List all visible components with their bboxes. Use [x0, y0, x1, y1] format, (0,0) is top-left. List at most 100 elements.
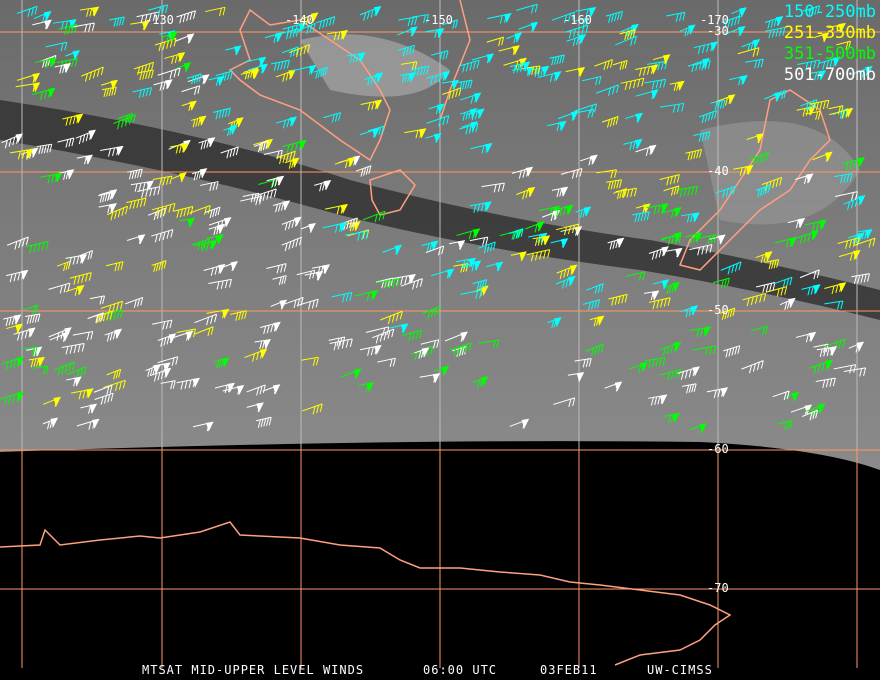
wind-barb [99, 189, 118, 200]
wind-barb [148, 4, 169, 15]
wind-barb [777, 419, 793, 430]
wind-barb [666, 11, 686, 22]
wind-barb [607, 237, 625, 250]
wind-barb [80, 403, 98, 414]
wind-barb [276, 116, 298, 129]
wind-barb [272, 275, 287, 286]
wind-barb [680, 305, 699, 318]
wind-barb [118, 113, 134, 124]
wind-barb [579, 154, 598, 166]
wind-barb [313, 66, 328, 79]
wind-barb [200, 181, 219, 192]
wind-barb [32, 87, 56, 100]
wind-barb [255, 416, 272, 428]
wind-barb [516, 186, 536, 200]
wind-barb [397, 44, 416, 57]
wind-barb [208, 217, 232, 230]
wind-barb [205, 206, 221, 219]
wind-barb [699, 110, 718, 124]
wind-barb [481, 182, 505, 193]
wind-barb [478, 339, 500, 349]
wind-barb [649, 297, 671, 310]
wind-barb [652, 54, 671, 65]
wind-barb [677, 366, 700, 380]
wind-barb [605, 179, 623, 190]
wind-barb [564, 24, 589, 39]
wind-barb [127, 168, 143, 180]
wind-barb [360, 99, 383, 111]
legend-item: 501-700mb [783, 65, 876, 85]
longitude-label: -170 [700, 13, 729, 27]
wind-barb [560, 167, 583, 179]
wind-barb [126, 234, 146, 245]
wind-barb [94, 392, 114, 405]
wind-barb [755, 251, 773, 264]
wind-barb [214, 357, 230, 369]
wind-barb [449, 342, 472, 357]
wind-barb [42, 396, 62, 407]
wind-barb [58, 23, 78, 36]
wind-barb [801, 409, 819, 421]
legend: 150-250mb 251-350mb 351-500mb 501-700mb [784, 2, 876, 86]
wind-barb [582, 75, 602, 86]
wind-barb [424, 28, 445, 39]
wind-barb [301, 356, 319, 366]
wind-barb [829, 107, 854, 119]
wind-barb [45, 41, 68, 52]
wind-barb [733, 165, 754, 176]
wind-barb [421, 240, 439, 252]
wind-barb [660, 102, 685, 113]
wind-barb [275, 69, 296, 82]
wind-barb [575, 206, 592, 218]
wind-barb [772, 89, 787, 100]
wind-barb [660, 207, 682, 218]
wind-barb [65, 284, 85, 296]
wind-barb [714, 94, 736, 106]
wind-barb [469, 236, 489, 246]
wind-barb [679, 24, 696, 37]
wind-barb [283, 296, 304, 309]
wind-barb [87, 312, 104, 323]
wind-barb [186, 73, 202, 85]
wind-barb [816, 346, 838, 358]
wind-barb [176, 10, 196, 24]
wind-barb [354, 289, 379, 301]
wind-barb [179, 217, 195, 228]
wind-barb [724, 25, 746, 37]
wind-barb [693, 41, 718, 55]
wind-barb [749, 151, 770, 166]
wind-barb [836, 40, 852, 50]
wind-barb [254, 140, 269, 153]
wind-barb [720, 261, 742, 275]
wind-barb [779, 297, 796, 310]
wind-barb [551, 186, 569, 198]
coastline-australia [228, 8, 391, 162]
wind-barb [486, 36, 505, 47]
wind-barb [800, 99, 818, 112]
wind-barb [646, 203, 669, 215]
wind-barb [13, 327, 36, 341]
wind-barb [48, 327, 72, 341]
wind-barb [244, 56, 267, 67]
wind-barb [90, 295, 106, 305]
wind-barb [805, 110, 821, 120]
wind-barb [136, 11, 160, 24]
wind-barb [192, 421, 214, 432]
wind-barb [643, 290, 660, 301]
wind-barb [359, 344, 382, 356]
wind-barb [746, 133, 764, 144]
wind-barb [72, 330, 94, 341]
wind-barb [9, 148, 34, 160]
wind-barb [487, 13, 512, 24]
wind-barb [582, 299, 601, 311]
wind-barb [215, 70, 233, 82]
latitude-label: -70 [707, 581, 729, 595]
wind-barb [764, 16, 784, 30]
wind-barb [214, 382, 235, 394]
wind-barb [712, 277, 730, 288]
wind-barb [32, 19, 52, 30]
wind-barb [130, 180, 154, 192]
wind-barb [244, 348, 268, 362]
wind-barb [260, 321, 281, 335]
wind-barb [731, 7, 747, 19]
